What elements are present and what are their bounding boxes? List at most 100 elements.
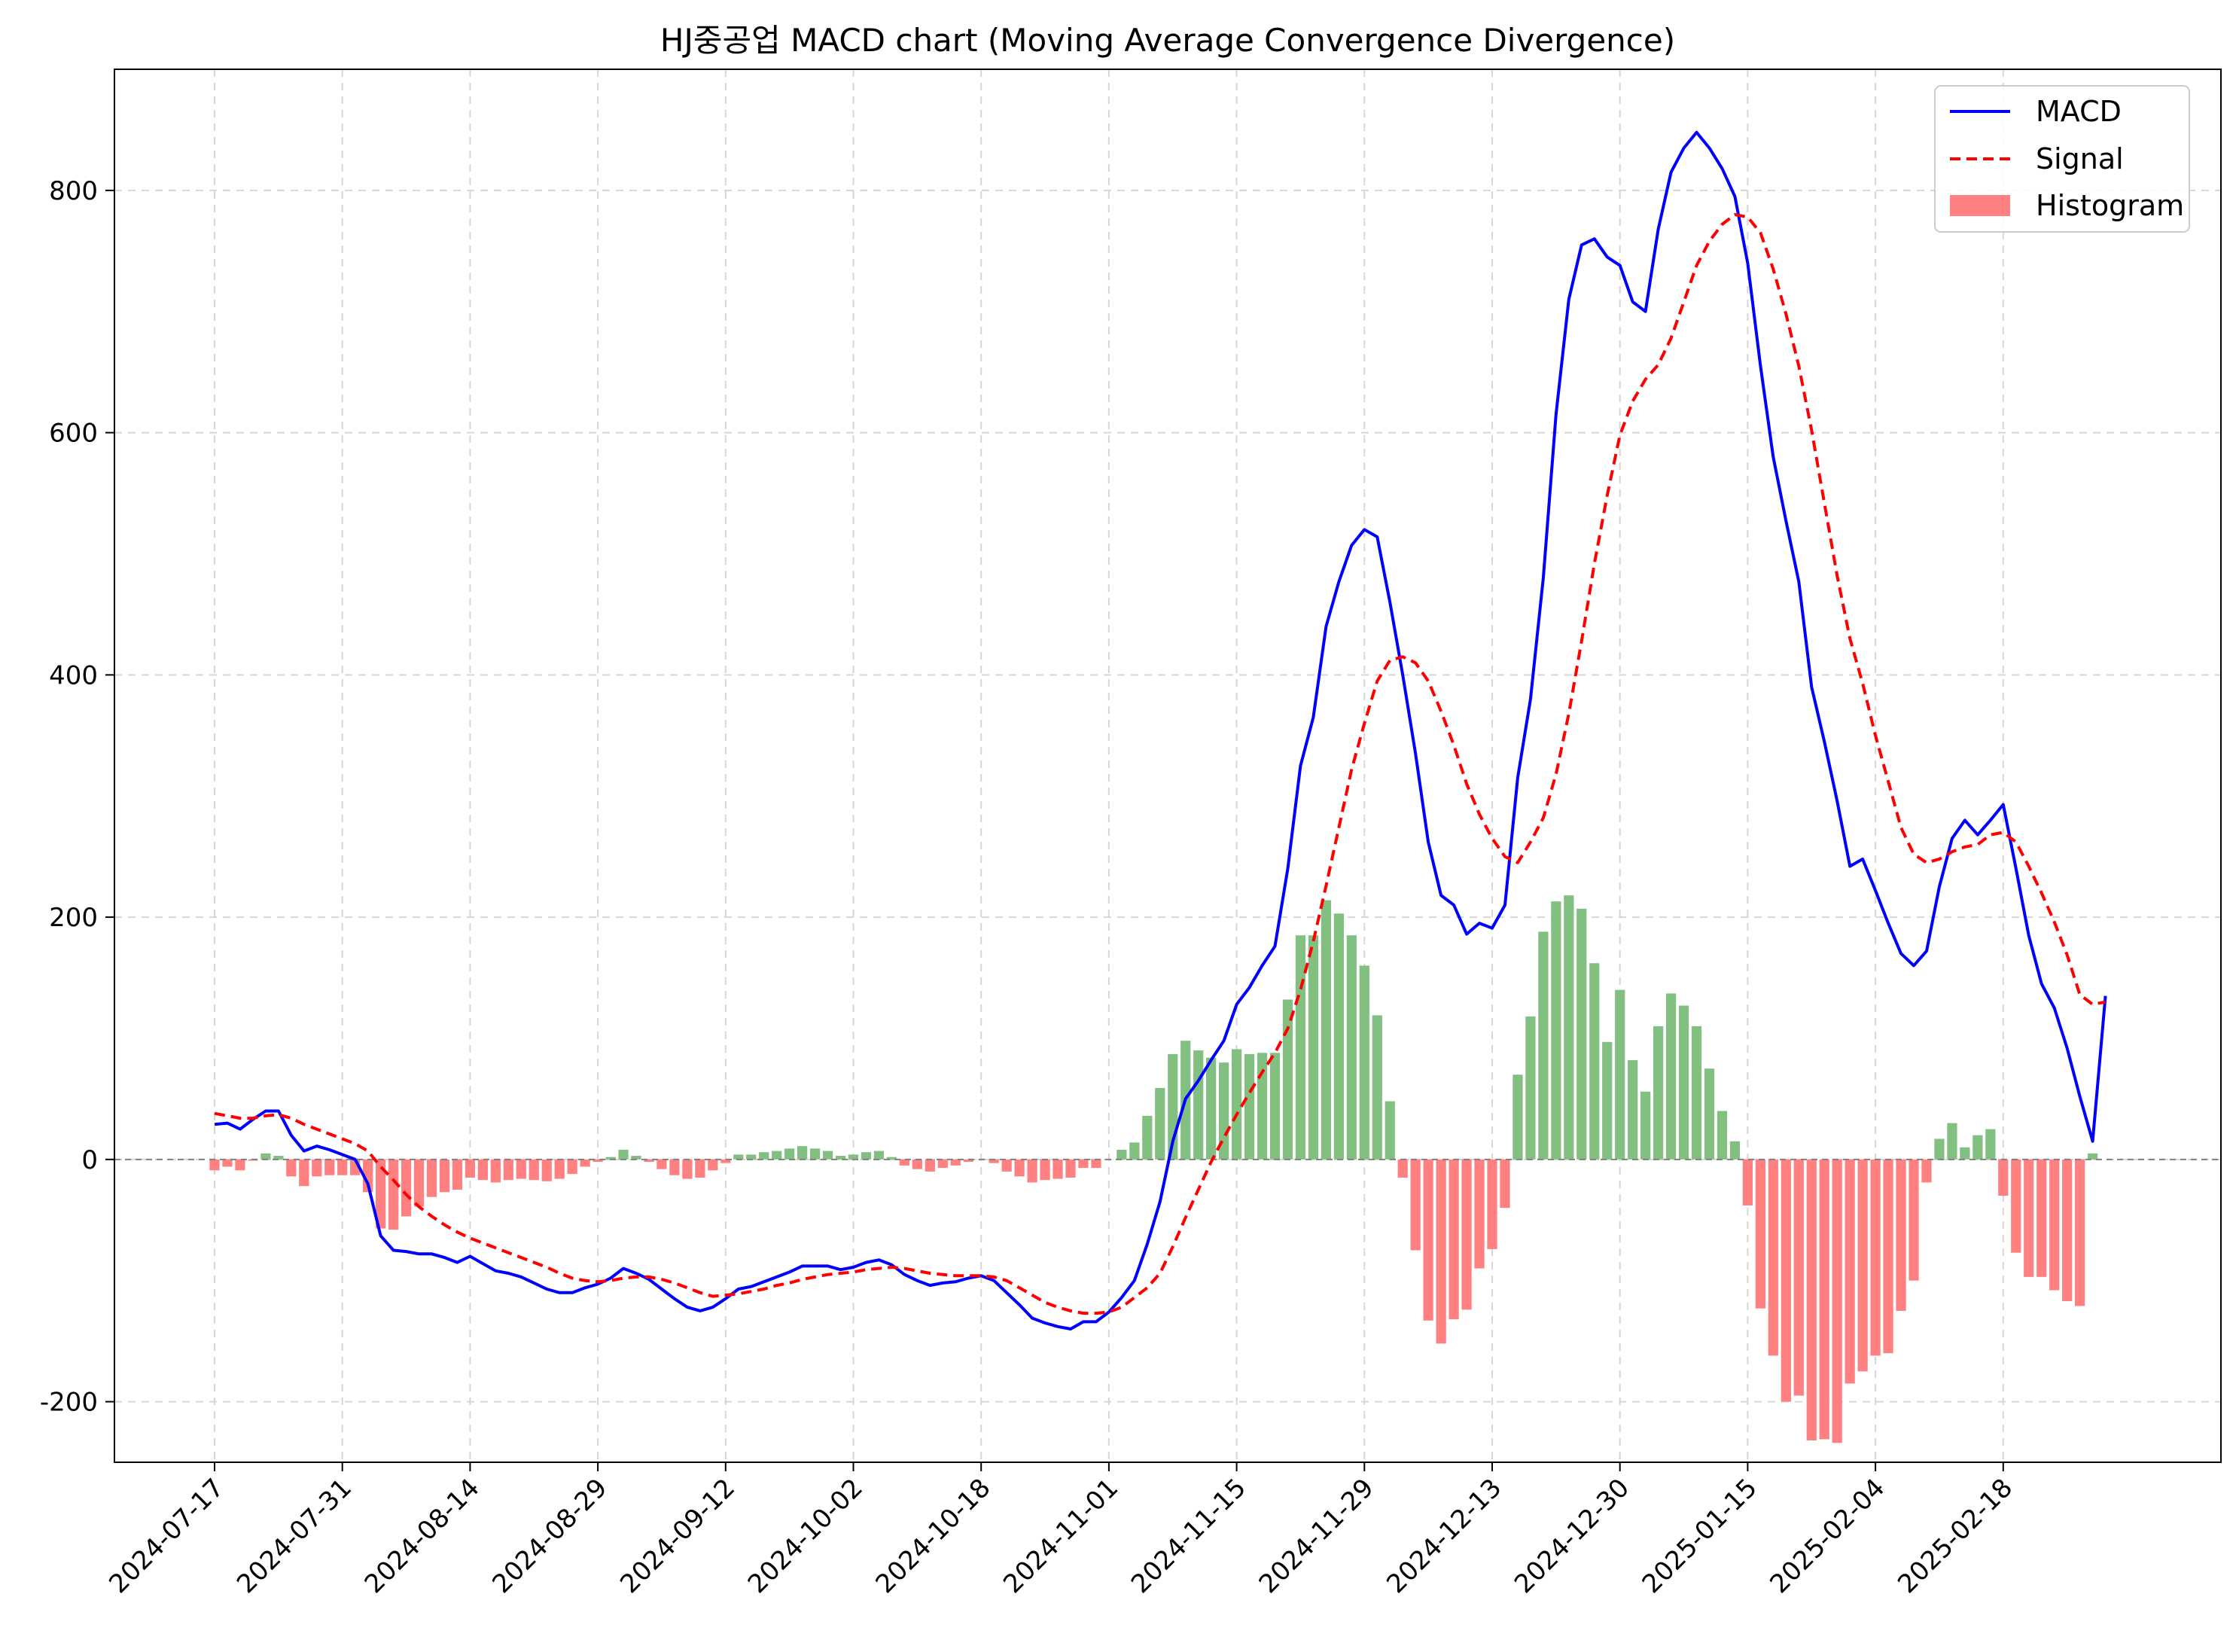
histogram-bar: [2036, 1159, 2047, 1277]
histogram-bar: [1691, 1026, 1702, 1160]
histogram-bar: [222, 1159, 233, 1167]
histogram-bar: [1576, 908, 1587, 1160]
histogram-bar: [312, 1159, 322, 1177]
histogram-bar: [299, 1159, 309, 1187]
histogram-bar: [1372, 1015, 1382, 1160]
histogram-bar: [337, 1159, 348, 1175]
histogram-bar: [1397, 1159, 1408, 1178]
histogram-bar: [1742, 1159, 1753, 1205]
histogram-bar: [529, 1159, 539, 1181]
histogram-bar: [1793, 1159, 1804, 1396]
histogram-bar: [260, 1153, 271, 1160]
histogram-bar: [1883, 1159, 1893, 1354]
histogram-bar: [1832, 1159, 1842, 1443]
histogram-bar: [835, 1156, 846, 1160]
histogram-bar: [1257, 1053, 1268, 1160]
histogram-bar: [1909, 1159, 1919, 1281]
histogram-bar: [2075, 1159, 2085, 1306]
histogram-bar: [861, 1152, 872, 1160]
histogram-bar: [1333, 913, 1344, 1160]
histogram-bar: [1602, 1041, 1613, 1160]
line-layer: [214, 130, 2107, 1330]
histogram-bar: [1295, 935, 1306, 1160]
y-tick-label: 800: [49, 176, 98, 206]
legend-signal-label: Signal: [2036, 142, 2124, 175]
histogram-bar: [567, 1159, 577, 1175]
histogram-bar: [1001, 1159, 1012, 1172]
histogram-bar: [1244, 1053, 1255, 1160]
histogram-bar: [669, 1159, 680, 1175]
histogram-bar: [848, 1154, 859, 1160]
grid-layer: [114, 69, 2221, 1462]
histogram-bar: [1729, 1141, 1741, 1160]
histogram-bar: [937, 1159, 948, 1169]
histogram-bar: [1014, 1159, 1025, 1177]
legend-histogram-swatch: [1950, 195, 2010, 216]
histogram-bar: [1423, 1159, 1433, 1321]
histogram-bar: [2049, 1159, 2060, 1291]
histogram-bar: [1359, 965, 1369, 1160]
histogram-bar: [682, 1159, 693, 1179]
x-tick-label: 2025-02-04: [1764, 1473, 1890, 1599]
histogram-bar: [1116, 1149, 1127, 1160]
histogram-bar: [2024, 1159, 2034, 1277]
histogram-bar: [1972, 1135, 1983, 1160]
histogram-bar: [963, 1159, 973, 1163]
histogram-bar: [822, 1151, 833, 1160]
histogram-bar: [1346, 935, 1357, 1160]
histogram-bar: [1065, 1159, 1076, 1178]
histogram-bar: [1589, 963, 1600, 1160]
histogram-bar: [784, 1148, 795, 1160]
histogram-bar: [1385, 1101, 1395, 1160]
histogram-bar: [580, 1159, 590, 1167]
histogram-bar: [1678, 1005, 1689, 1160]
histogram-bar: [695, 1159, 705, 1178]
histogram-bar: [541, 1159, 552, 1181]
histogram-bar: [1615, 989, 1625, 1160]
histogram-bar: [1269, 1053, 1281, 1160]
y-tick-label: 600: [49, 419, 98, 449]
x-tick-label: 2024-07-31: [231, 1473, 358, 1599]
histogram-bar: [1665, 993, 1677, 1160]
histogram-bar: [1206, 1057, 1217, 1160]
histogram-bar: [1231, 1049, 1242, 1160]
histogram-bar: [656, 1159, 667, 1169]
histogram-bar: [1947, 1123, 1957, 1160]
histogram-bar: [809, 1148, 821, 1160]
histogram-bar: [1564, 895, 1574, 1160]
histogram-bar: [1308, 935, 1319, 1160]
x-tick-label: 2024-07-17: [103, 1473, 230, 1599]
histogram-bar: [1845, 1159, 1855, 1384]
histogram-bar: [989, 1159, 999, 1163]
histogram-bar: [1091, 1159, 1101, 1169]
histogram-bar: [1857, 1159, 1868, 1372]
histogram-bar: [1053, 1159, 1063, 1179]
histogram-bar: [375, 1159, 386, 1229]
histogram-bar: [2062, 1159, 2073, 1302]
histogram-bar: [1653, 1026, 1664, 1160]
histogram-bar: [1078, 1159, 1089, 1169]
histogram-bar: [401, 1159, 412, 1217]
histogram-bar: [426, 1159, 437, 1197]
histogram-bar: [1410, 1159, 1421, 1251]
histogram-bar: [1704, 1068, 1715, 1160]
histogram-bar: [324, 1159, 335, 1175]
histogram-bar: [1755, 1159, 1765, 1309]
histogram-bar: [1525, 1016, 1536, 1160]
histogram-bar: [273, 1156, 284, 1160]
histogram-bar: [593, 1159, 603, 1163]
x-tick-label: 2024-08-29: [486, 1473, 613, 1599]
histogram-bar: [1512, 1074, 1523, 1160]
histogram-bar: [1193, 1050, 1204, 1160]
histogram-bar: [631, 1156, 641, 1160]
histogram-bar: [873, 1151, 885, 1160]
y-tick-label: -200: [40, 1388, 98, 1418]
histogram-bar: [644, 1159, 654, 1163]
histogram-bar: [1640, 1091, 1651, 1160]
chart-title: HJ중공업 MACD chart (Moving Average Converg…: [660, 22, 1675, 59]
histogram-bar: [733, 1154, 744, 1160]
histogram-bar: [772, 1151, 782, 1160]
histogram-bar: [209, 1159, 220, 1171]
